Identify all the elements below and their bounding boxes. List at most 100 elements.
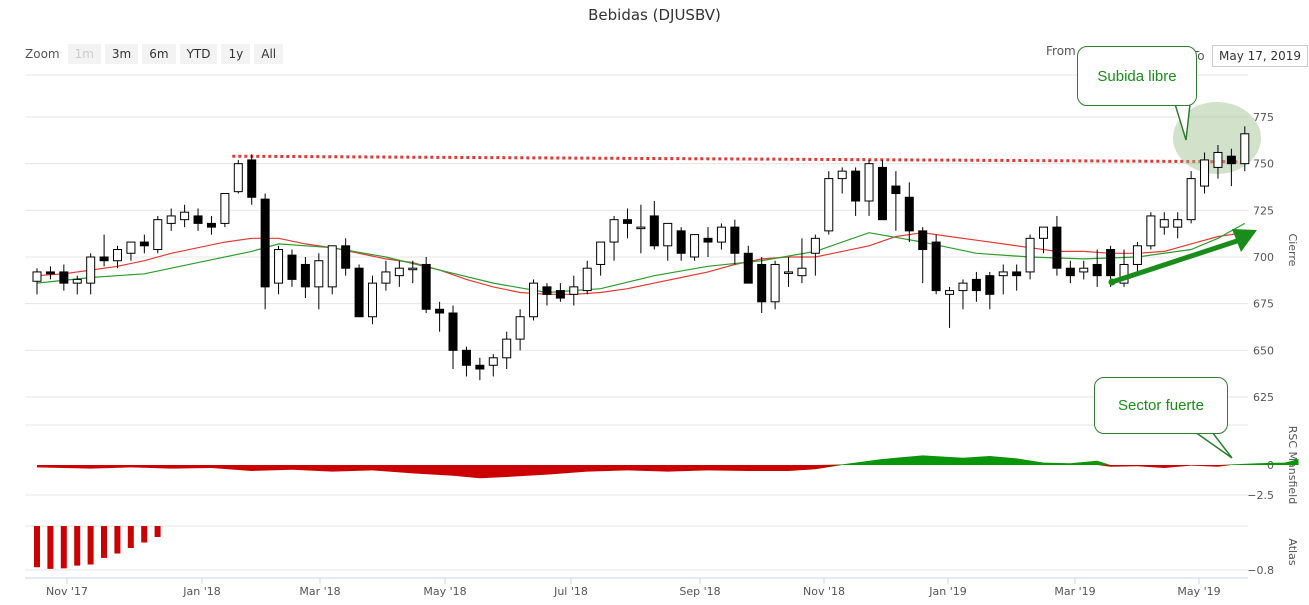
candle-body <box>488 357 498 366</box>
candle-body <box>86 256 96 284</box>
candle-body <box>45 271 55 275</box>
candle-body <box>1213 151 1223 168</box>
candle-body <box>1186 178 1196 221</box>
candle-body <box>327 245 337 288</box>
atlas-bar <box>60 526 67 569</box>
atlas-bar <box>34 526 40 568</box>
candle-body <box>1039 226 1048 239</box>
atlas-bar <box>47 526 54 569</box>
candle-body <box>596 241 606 265</box>
atlas-bar <box>154 526 161 537</box>
candle-body <box>945 290 955 295</box>
candle-body <box>851 170 861 202</box>
candle-body <box>126 241 136 254</box>
x-tick-label: Mar '18 <box>299 585 340 598</box>
candle-body <box>1240 133 1250 165</box>
atlas-bar <box>141 526 148 543</box>
zoom-bar: Zoom 1m 3m 6m YTD 1y All <box>25 44 284 64</box>
candle-body <box>864 163 874 202</box>
candle-body <box>703 237 713 243</box>
zoom-ytd-button[interactable]: YTD <box>179 44 218 64</box>
x-tick-label: Mar '19 <box>1054 585 1095 598</box>
candle-body <box>582 267 592 292</box>
candle-body <box>676 230 686 254</box>
candle-body <box>1012 271 1022 277</box>
candle-body <box>622 219 632 224</box>
zoom-1y-button[interactable]: 1y <box>221 44 251 64</box>
candle-body <box>32 271 42 282</box>
candle-body <box>1226 155 1236 165</box>
atlas-bar <box>101 526 107 558</box>
annotation-breakout: Subida libre <box>1077 46 1197 106</box>
x-tick-label: May '19 <box>1177 585 1220 598</box>
breakout-highlight <box>1173 102 1261 174</box>
candle-body <box>1146 215 1156 247</box>
zoom-1m-button[interactable]: 1m <box>67 44 101 64</box>
candle-body <box>757 263 767 303</box>
candle-body <box>1132 245 1142 265</box>
candle-body <box>260 198 270 288</box>
zoom-label: Zoom <box>25 47 60 61</box>
candle-body <box>461 349 471 366</box>
range-from: From <box>1046 44 1076 58</box>
candle-body <box>1119 263 1129 284</box>
zoom-6m-button[interactable]: 6m <box>142 44 176 64</box>
candle-body <box>542 286 552 295</box>
atlas-tick-label: −0.8 <box>1247 564 1274 577</box>
from-label: From <box>1046 44 1076 58</box>
candle-body <box>99 256 109 262</box>
candle-body <box>287 254 297 280</box>
candle-body <box>877 166 887 221</box>
candle-body <box>475 364 485 370</box>
candle-body <box>569 286 579 295</box>
candle-body <box>72 278 82 284</box>
to-date-input[interactable]: May 17, 2019 <box>1212 45 1309 67</box>
candle-body <box>1052 226 1062 269</box>
candle-body <box>649 215 659 247</box>
y-axis-title: Cierre <box>1286 234 1299 267</box>
candle-body <box>314 260 324 288</box>
y-tick-label: 700 <box>1253 251 1274 264</box>
candle-body <box>998 271 1008 277</box>
x-tick-label: Jan '19 <box>928 585 966 598</box>
candle-body <box>743 252 753 284</box>
candle-body <box>300 263 310 288</box>
zoom-all-button[interactable]: All <box>254 44 284 64</box>
candle-body <box>770 263 780 303</box>
candle-body <box>193 215 203 224</box>
candle-body <box>206 222 216 228</box>
atlas-bar <box>74 526 81 566</box>
candle-body <box>690 234 700 258</box>
y-tick-label: 675 <box>1253 298 1274 311</box>
candle-body <box>502 338 512 359</box>
candle-body <box>636 226 646 230</box>
candle-body <box>958 282 968 292</box>
rsc-negative-area <box>37 465 1299 479</box>
candle-body <box>139 241 149 247</box>
zoom-3m-button[interactable]: 3m <box>104 44 139 64</box>
annotation-sector: Sector fuerte <box>1094 377 1228 434</box>
candle-body <box>59 271 69 284</box>
candle-body <box>1159 219 1169 228</box>
candle-body <box>421 263 431 310</box>
y-tick-label: 725 <box>1253 204 1274 217</box>
candle-body <box>1173 219 1183 228</box>
candle-body <box>716 226 726 243</box>
x-tick-label: Jan '18 <box>182 585 220 598</box>
candle-body <box>1025 237 1035 273</box>
candle-body <box>529 282 539 318</box>
candle-body <box>985 275 995 295</box>
candle-body <box>233 163 243 193</box>
candle-body <box>904 196 914 232</box>
candle-body <box>784 271 794 274</box>
trend-arrow-shaft <box>1109 237 1243 285</box>
candle-body <box>220 193 230 224</box>
rsc-tick-label: 0 <box>1267 459 1274 472</box>
resistance-line <box>232 154 1249 164</box>
atlas-bar <box>87 526 94 565</box>
candle-body <box>810 237 820 254</box>
x-tick-label: Sep '18 <box>679 585 720 598</box>
candle-body <box>153 219 163 251</box>
candle-body <box>555 290 565 299</box>
candle-body <box>341 245 351 269</box>
